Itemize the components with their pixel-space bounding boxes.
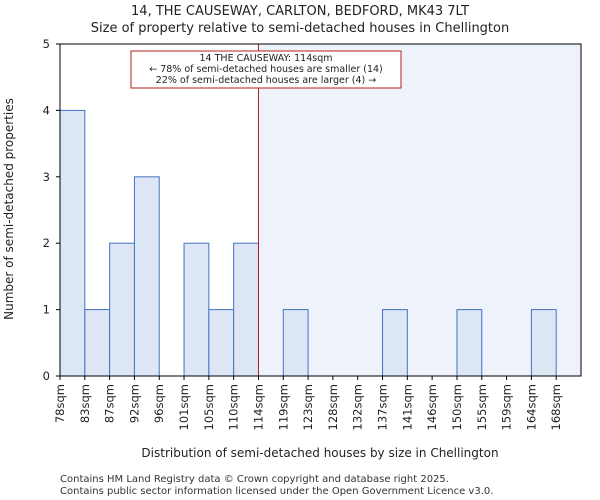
y-tick-label: 0 [43, 369, 50, 383]
footer-line-1: Contains HM Land Registry data © Crown c… [60, 474, 449, 485]
annotation-box: 14 THE CAUSEWAY: 114sqm ← 78% of semi-de… [130, 50, 402, 89]
x-tick-label: 141sqm [400, 384, 414, 430]
plot-frame [59, 43, 582, 377]
larger-region-shading [258, 44, 581, 376]
chart-title: 14, THE CAUSEWAY, CARLTON, BEDFORD, MK43… [131, 4, 469, 19]
y-axis-ticks: 0 1 2 3 4 5 [43, 37, 60, 383]
bar-101sqm [183, 242, 210, 377]
x-tick-label: 150sqm [450, 384, 464, 430]
bar-92sqm [133, 176, 160, 377]
bar-110sqm [233, 242, 259, 377]
y-tick-label: 3 [43, 170, 50, 184]
bar-164sqm [530, 309, 557, 377]
x-tick-label: 146sqm [425, 384, 439, 430]
x-tick-label: 137sqm [376, 384, 390, 430]
x-tick-label: 83sqm [78, 384, 92, 423]
chart-subtitle: Size of property relative to semi-detach… [91, 21, 509, 36]
x-tick-label: 119sqm [276, 384, 290, 430]
footer-line-2: Contains public sector information licen… [60, 486, 493, 497]
y-tick-label: 2 [43, 236, 50, 250]
bars-group [59, 109, 557, 377]
x-tick-label: 101sqm [177, 384, 191, 430]
x-tick-label: 105sqm [202, 384, 216, 430]
y-tick-label: 5 [43, 37, 50, 51]
annotation-line-1: 14 THE CAUSEWAY: 114sqm [200, 53, 333, 64]
x-tick-label: 96sqm [152, 384, 166, 423]
x-tick-label: 168sqm [549, 384, 563, 430]
x-axis-label: Distribution of semi-detached houses by … [141, 446, 498, 460]
annotation-line-3: 22% of semi-detached houses are larger (… [156, 75, 376, 86]
y-tick-label: 4 [43, 103, 50, 117]
x-tick-label: 114sqm [251, 384, 265, 430]
x-tick-label: 155sqm [475, 384, 489, 430]
bar-137sqm [382, 309, 408, 377]
bar-119sqm [282, 309, 309, 377]
x-tick-label: 159sqm [500, 384, 514, 430]
bar-105sqm [208, 309, 235, 377]
x-tick-label: 132sqm [351, 384, 365, 430]
x-tick-label: 78sqm [53, 384, 67, 423]
annotation-frame [130, 50, 402, 89]
x-tick-label: 164sqm [524, 384, 538, 430]
x-axis-ticks: 78sqm 83sqm 87sqm 92sqm 96sqm 101sqm 105sqm 110… [53, 376, 563, 430]
y-tick-label: 1 [43, 303, 50, 317]
x-tick-label: 92sqm [127, 384, 141, 423]
x-tick-label: 87sqm [103, 384, 117, 423]
annotation-line-2: ← 78% of semi-detached houses are smalle… [149, 64, 383, 75]
bar-78sqm [59, 109, 86, 377]
x-tick-label: 128sqm [326, 384, 340, 430]
x-tick-label: 123sqm [301, 384, 315, 430]
y-axis-label: Number of semi-detached properties [2, 98, 16, 320]
bar-87sqm [109, 242, 135, 377]
bar-83sqm [84, 309, 111, 377]
bar-150sqm [456, 309, 483, 377]
x-tick-label: 110sqm [227, 384, 241, 430]
